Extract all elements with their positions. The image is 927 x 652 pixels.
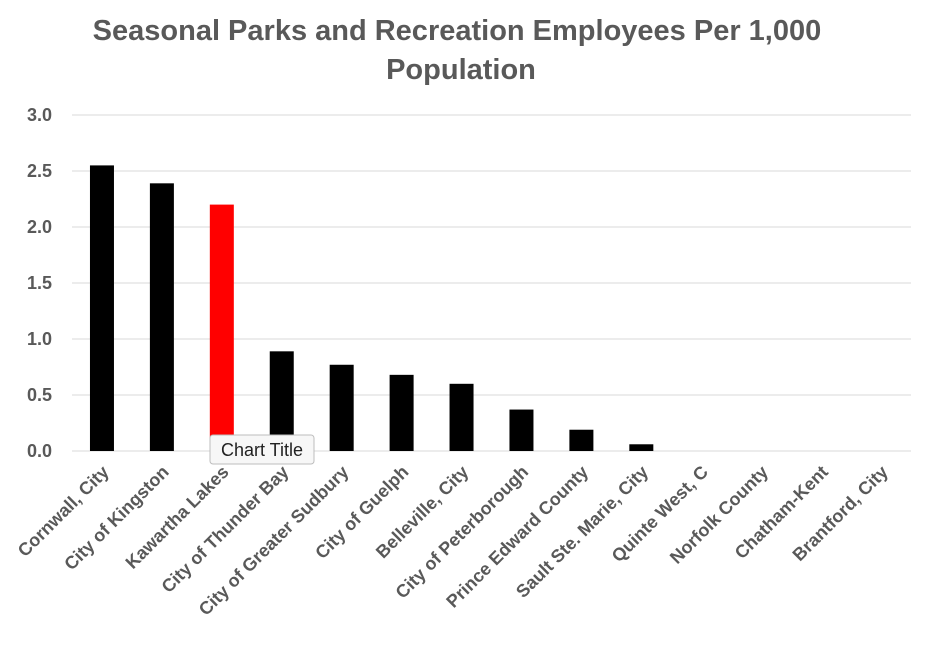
x-tick-label: Kawartha Lakes [122, 462, 233, 573]
bar [209, 204, 234, 451]
bar [509, 409, 534, 451]
y-axis-tick-labels: 0.0 0.5 1.0 1.5 2.0 2.5 3.0 [27, 105, 52, 461]
y-tick-label: 0.0 [27, 441, 52, 461]
y-tick-label: 1.5 [27, 273, 52, 293]
chart-title-line-1: Seasonal Parks and Recreation Employees … [93, 15, 822, 47]
tooltip-text: Chart Title [221, 440, 303, 460]
x-tick-label: City of Kingston [60, 462, 172, 574]
bar [269, 351, 294, 451]
y-tick-label: 3.0 [27, 105, 52, 125]
bar [89, 165, 114, 451]
gridlines [72, 114, 911, 452]
chart-title-line-2: Population [386, 54, 536, 86]
y-tick-label: 0.5 [27, 385, 52, 405]
y-tick-label: 2.0 [27, 217, 52, 237]
bars [89, 165, 654, 451]
chart-title-tooltip: Chart Title [209, 434, 315, 465]
bar [569, 429, 594, 451]
bar [449, 383, 474, 451]
y-tick-label: 1.0 [27, 329, 52, 349]
bar [329, 364, 354, 451]
chart-title: Seasonal Parks and Recreation Employees … [93, 15, 830, 86]
bar [629, 444, 654, 451]
tooltip-box [209, 434, 315, 465]
bar [149, 183, 174, 451]
y-tick-label: 2.5 [27, 161, 52, 181]
bar [389, 374, 414, 451]
